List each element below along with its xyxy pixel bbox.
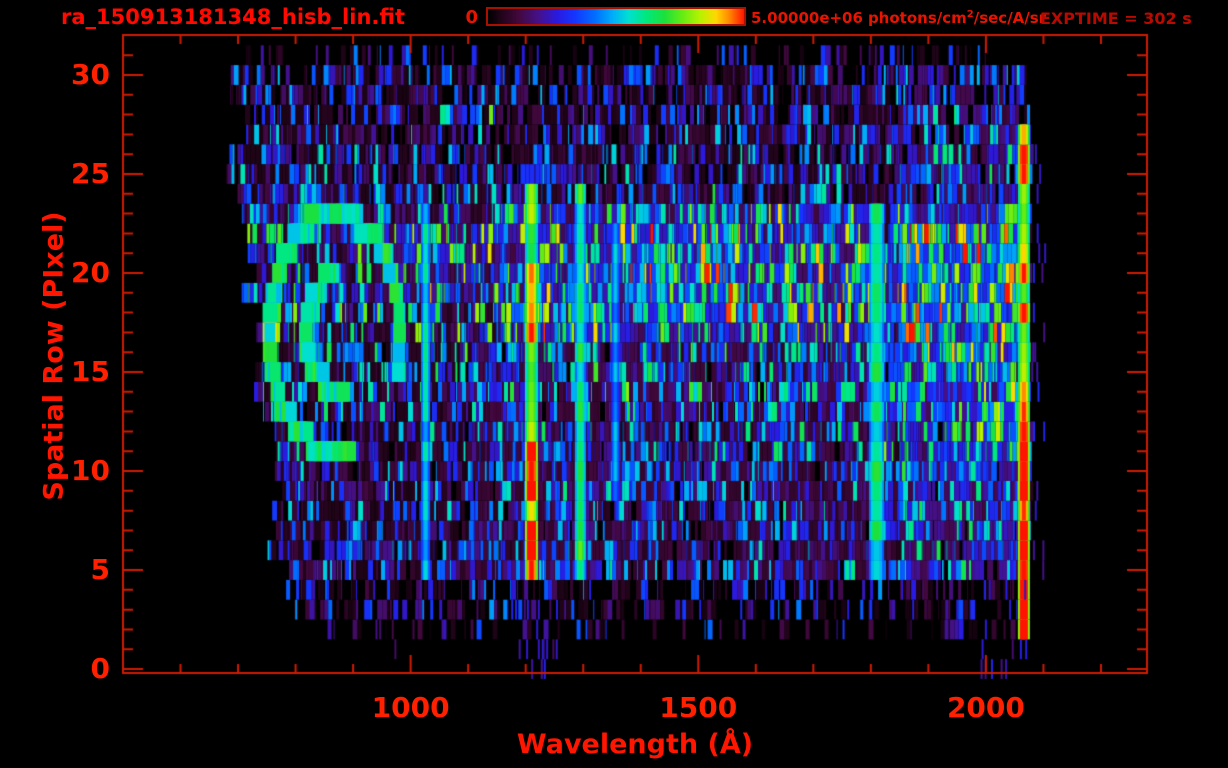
y-tick-label: 5	[90, 553, 110, 587]
colorbar-max-label: 5.00000e+06 photons/cm2/sec/A/sr	[751, 9, 1046, 27]
colorbar-units-suffix: /sec/A/sr	[973, 9, 1047, 27]
y-tick-label: 10	[71, 454, 110, 488]
exptime-label: EXPTIME = 302 s	[1040, 9, 1192, 28]
x-axis-label: Wavelength (Å)	[516, 729, 754, 760]
filename-title: ra_150913181348_hisb_lin.fit	[61, 5, 405, 29]
y-tick-label: 0	[90, 652, 110, 686]
colorbar-max-value: 5.00000e+06	[751, 9, 863, 27]
y-tick-label: 25	[71, 157, 110, 190]
colorbar-units-prefix: photons/cm	[867, 9, 967, 27]
colorbar-units-exponent: 2	[966, 9, 974, 20]
x-tick-label: 1000	[371, 691, 450, 724]
colorbar-min-label: 0	[465, 7, 478, 28]
x-tick-label: 2000	[946, 691, 1025, 724]
colorbar	[486, 7, 746, 26]
y-tick-label: 20	[71, 256, 110, 289]
x-tick-label: 1500	[659, 691, 738, 724]
y-tick-label: 15	[71, 355, 110, 389]
y-tick-label: 30	[71, 57, 110, 91]
